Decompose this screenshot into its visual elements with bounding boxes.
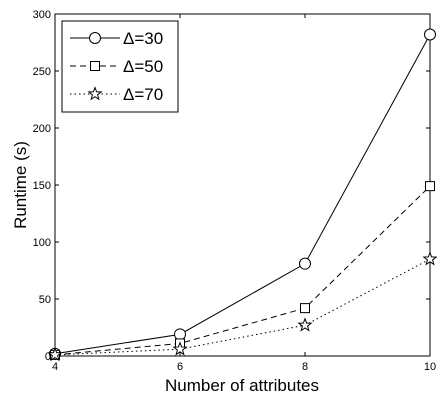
y-tick-label: 150 (33, 180, 51, 192)
y-axis-label: Runtime (s) (11, 141, 30, 229)
x-tick-label: 4 (52, 361, 58, 373)
y-tick-label: 300 (33, 9, 51, 21)
series-line-1 (54, 34, 431, 355)
series-3-point (297, 317, 313, 332)
y-tick-label: 250 (33, 66, 51, 78)
legend-marker-2 (90, 61, 100, 71)
legend-marker-1 (89, 32, 101, 44)
y-tick-label: 100 (33, 237, 51, 249)
series-1-point (299, 257, 311, 270)
series-3-point (47, 346, 63, 362)
series-line-2 (54, 185, 431, 356)
y-tick-label: 0 (45, 351, 51, 363)
legend-label-2: Δ=50 (123, 57, 163, 76)
series-3-point (172, 341, 188, 356)
series-group (47, 28, 437, 362)
x-tick-label: 6 (177, 361, 183, 373)
legend-label-3: Δ=70 (123, 85, 163, 104)
series-1-point (174, 328, 186, 341)
x-tick-label: 8 (302, 361, 308, 373)
series-1-point (424, 28, 436, 41)
legend: Δ=30 Δ=50 Δ=70 (61, 20, 179, 113)
x-tick-label: 10 (424, 361, 436, 373)
series-2-point (300, 303, 310, 314)
legend-marker-3 (87, 86, 103, 101)
y-tick-label: 200 (33, 123, 51, 135)
series-3-point (422, 251, 437, 266)
x-axis-label: Number of attributes (165, 376, 319, 395)
legend-label-1: Δ=30 (123, 29, 163, 48)
y-tick-label: 50 (39, 294, 51, 306)
series-2-point (425, 181, 435, 192)
